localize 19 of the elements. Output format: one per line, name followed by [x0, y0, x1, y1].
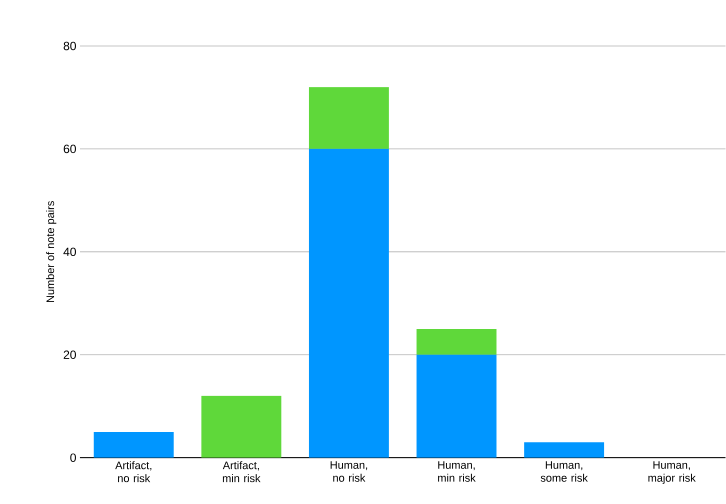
bar: [308, 87, 389, 150]
bar: [94, 432, 174, 458]
x-tick-label: Artifact, min risk: [222, 461, 261, 482]
bar: [308, 149, 389, 458]
bar: [524, 442, 604, 458]
bar: [201, 396, 282, 458]
x-tick-label: Human, no risk: [330, 461, 368, 482]
y-tick-label: 60: [64, 144, 76, 154]
y-axis-title: Number of note pairs: [46, 201, 56, 302]
x-tick-label: Human, some risk: [540, 461, 588, 482]
y-tick-label: 40: [63, 248, 76, 256]
bar: [416, 354, 496, 458]
x-tick-label: Artifact, no risk: [115, 461, 152, 482]
y-tick-label: 0: [70, 454, 76, 462]
y-tick-label: 20: [64, 350, 76, 360]
x-tick-label: Human, min risk: [438, 461, 476, 482]
x-tick-label: Human, major risk: [648, 461, 696, 484]
y-tick-label: 80: [64, 42, 76, 50]
bar: [416, 329, 496, 355]
